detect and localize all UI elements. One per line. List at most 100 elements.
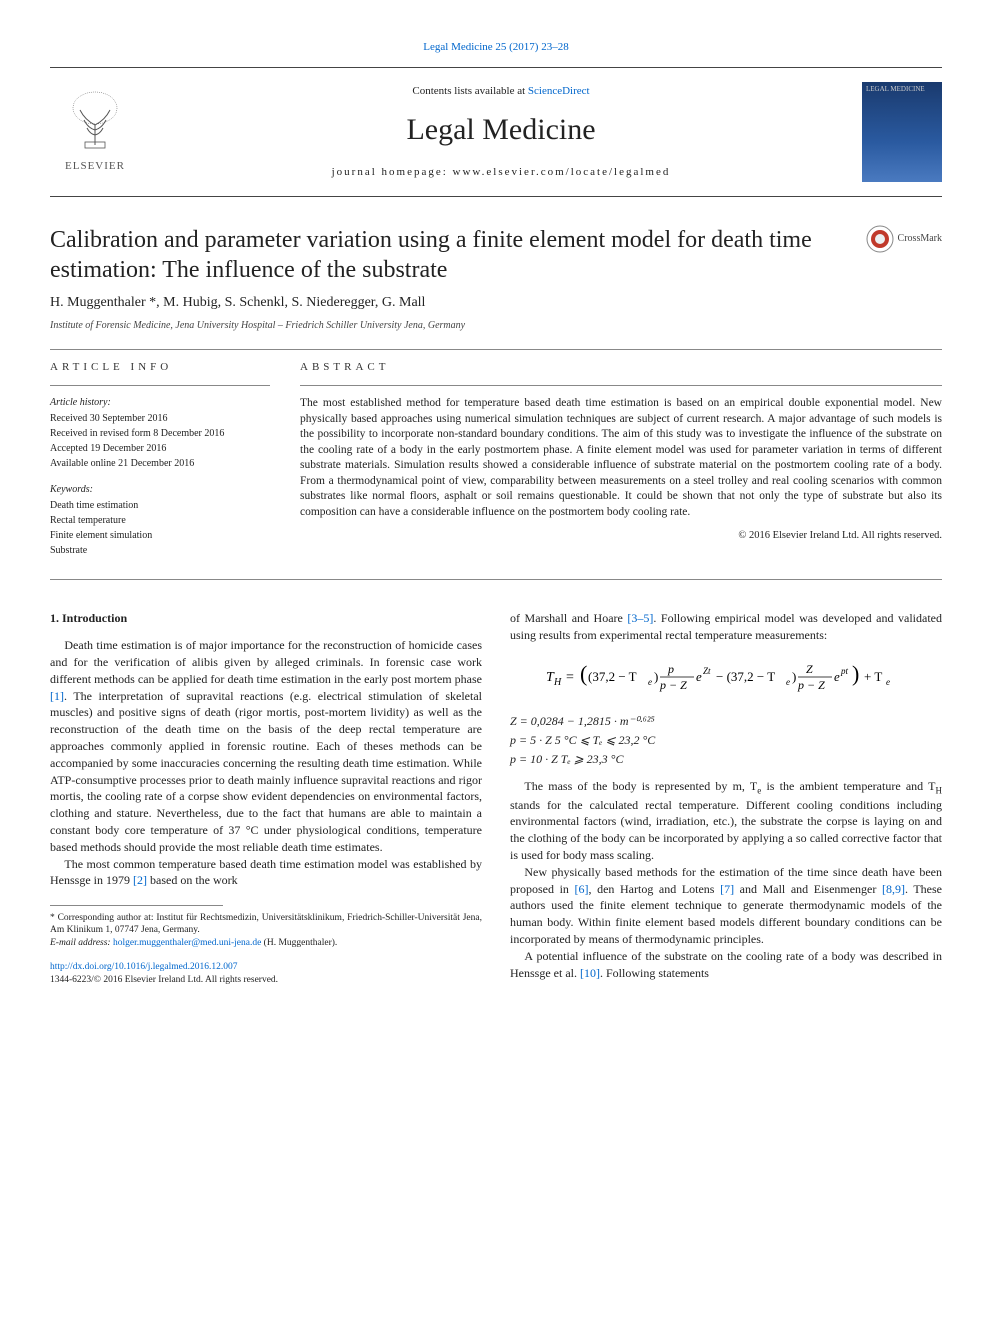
journal-cover-label: LEGAL MEDICINE — [866, 86, 938, 94]
issn-line: 1344-6223/© 2016 Elsevier Ireland Ltd. A… — [50, 974, 482, 987]
abstract-text: The most established method for temperat… — [300, 396, 942, 520]
svg-text:p − Z: p − Z — [797, 678, 825, 692]
article-title: Calibration and parameter variation usin… — [50, 225, 850, 285]
body-paragraph: The most common temperature based death … — [50, 856, 482, 890]
affiliation: Institute of Forensic Medicine, Jena Uni… — [50, 319, 942, 333]
homepage-url: www.elsevier.com/locate/legalmed — [453, 166, 671, 178]
history-label: Article history: — [50, 396, 270, 410]
keyword: Death time estimation — [50, 499, 270, 513]
citation-ref[interactable]: [2] — [133, 873, 147, 887]
header-center: Contents lists available at ScienceDirec… — [140, 84, 862, 181]
body-paragraph: The mass of the body is represented by m… — [510, 778, 942, 864]
homepage-prefix: journal homepage: — [332, 166, 453, 178]
svg-text:=: = — [566, 670, 574, 685]
eq-line: p = 10 · Z Tₑ ⩾ 23,3 °C — [510, 751, 942, 768]
svg-text:(37,2 − T: (37,2 − T — [588, 669, 637, 684]
left-column: 1. Introduction Death time estimation is… — [50, 610, 482, 987]
para-text: . The interpretation of supravital react… — [50, 689, 482, 854]
doi-line: http://dx.doi.org/10.1016/j.legalmed.201… — [50, 961, 482, 974]
email-label: E-mail address: — [50, 938, 113, 948]
citation-ref[interactable]: [7] — [720, 882, 734, 896]
article-info-label: ARTICLE INFO — [50, 360, 270, 375]
keyword: Rectal temperature — [50, 514, 270, 528]
body-columns: 1. Introduction Death time estimation is… — [50, 610, 942, 987]
svg-text:− (37,2 − T: − (37,2 − T — [716, 669, 775, 684]
info-abstract-row: ARTICLE INFO Article history: Received 3… — [50, 360, 942, 559]
doi-link[interactable]: http://dx.doi.org/10.1016/j.legalmed.201… — [50, 962, 237, 972]
divider — [50, 385, 270, 386]
journal-citation: Legal Medicine 25 (2017) 23–28 — [50, 40, 942, 55]
divider — [300, 385, 942, 386]
corresponding-author-footnote: * Corresponding author at: Institut für … — [50, 912, 482, 949]
publisher-name: ELSEVIER — [50, 159, 140, 174]
svg-text:pt: pt — [840, 666, 849, 676]
subscript: H — [936, 785, 943, 795]
sciencedirect-link[interactable]: ScienceDirect — [528, 85, 590, 97]
equation-svg: T H = ( (37,2 − T e ) p p − Z e Zt − (37… — [546, 656, 906, 696]
contents-prefix: Contents lists available at — [412, 85, 527, 97]
crossmark-icon — [866, 225, 894, 253]
para-text: and Mall and Eisenmenger — [734, 882, 882, 896]
citation-ref[interactable]: [3–5] — [627, 611, 653, 625]
para-text: of Marshall and Hoare — [510, 611, 627, 625]
keyword: Substrate — [50, 544, 270, 558]
para-text: stands for the calculated rectal tempera… — [510, 798, 942, 862]
equation-constraints: Z = 0,0284 − 1,2815 · m⁻⁰·⁶²⁵ p = 5 · Z … — [510, 713, 942, 767]
journal-citation-link[interactable]: Legal Medicine 25 (2017) 23–28 — [423, 41, 568, 53]
divider — [50, 349, 942, 350]
intro-heading: 1. Introduction — [50, 610, 482, 627]
citation-ref[interactable]: [10] — [580, 966, 600, 980]
history-item: Received in revised form 8 December 2016 — [50, 427, 270, 441]
article-info: ARTICLE INFO Article history: Received 3… — [50, 360, 270, 559]
body-paragraph: A potential influence of the substrate o… — [510, 948, 942, 982]
para-text: The mass of the body is represented by m… — [524, 779, 757, 793]
para-text: . Following statements — [600, 966, 709, 980]
para-text: Death time estimation is of major import… — [50, 638, 482, 686]
para-text: , den Hartog and Lotens — [589, 882, 721, 896]
svg-text:H: H — [553, 677, 562, 688]
svg-text:p: p — [667, 662, 674, 676]
body-paragraph: of Marshall and Hoare [3–5]. Following e… — [510, 610, 942, 644]
divider — [50, 579, 942, 580]
crossmark-badge[interactable]: CrossMark — [866, 225, 942, 253]
citation-ref[interactable]: [6] — [575, 882, 589, 896]
journal-header: ELSEVIER Contents lists available at Sci… — [50, 67, 942, 197]
svg-text:): ) — [792, 669, 796, 684]
footnote-text: * Corresponding author at: Institut für … — [50, 912, 482, 937]
citation-ref[interactable]: [1] — [50, 689, 64, 703]
svg-text:+ T: + T — [864, 669, 882, 684]
body-paragraph: Death time estimation is of major import… — [50, 637, 482, 855]
citation-ref[interactable]: [8,9] — [882, 882, 905, 896]
para-text: based on the work — [147, 873, 238, 887]
body-paragraph: New physically based methods for the est… — [510, 864, 942, 948]
abstract-copyright: © 2016 Elsevier Ireland Ltd. All rights … — [300, 529, 942, 544]
keywords-label: Keywords: — [50, 483, 270, 497]
svg-text:(: ( — [580, 661, 587, 686]
authors-text: H. Muggenthaler *, M. Hubig, S. Schenkl,… — [50, 295, 425, 310]
svg-text:Z: Z — [806, 662, 813, 676]
journal-homepage: journal homepage: www.elsevier.com/locat… — [140, 165, 862, 180]
journal-name: Legal Medicine — [140, 109, 862, 151]
history-item: Accepted 19 December 2016 — [50, 442, 270, 456]
svg-text:Zt: Zt — [703, 666, 711, 676]
equation-main: T H = ( (37,2 − T e ) p p − Z e Zt − (37… — [510, 656, 942, 701]
abstract-column: ABSTRACT The most established method for… — [300, 360, 942, 559]
svg-text:e: e — [696, 669, 702, 684]
title-row: Calibration and parameter variation usin… — [50, 225, 942, 285]
footnote-email: E-mail address: holger.muggenthaler@med.… — [50, 937, 482, 949]
history-item: Available online 21 December 2016 — [50, 457, 270, 471]
footnote-rule — [50, 905, 223, 906]
email-link[interactable]: holger.muggenthaler@med.uni-jena.de — [113, 938, 261, 948]
email-suffix: (H. Muggenthaler). — [261, 938, 337, 948]
svg-text:e: e — [834, 669, 840, 684]
svg-text:p − Z: p − Z — [659, 678, 687, 692]
para-text: is the ambient temperature and T — [761, 779, 935, 793]
contents-line: Contents lists available at ScienceDirec… — [140, 84, 862, 99]
journal-cover: LEGAL MEDICINE — [862, 82, 942, 182]
para-text: The most common temperature based death … — [50, 857, 482, 888]
crossmark-label: CrossMark — [898, 232, 942, 246]
history-item: Received 30 September 2016 — [50, 412, 270, 426]
svg-text:e: e — [886, 677, 890, 687]
svg-text:): ) — [654, 669, 658, 684]
eq-line: p = 5 · Z 5 °C ⩽ Tₑ ⩽ 23,2 °C — [510, 732, 942, 749]
